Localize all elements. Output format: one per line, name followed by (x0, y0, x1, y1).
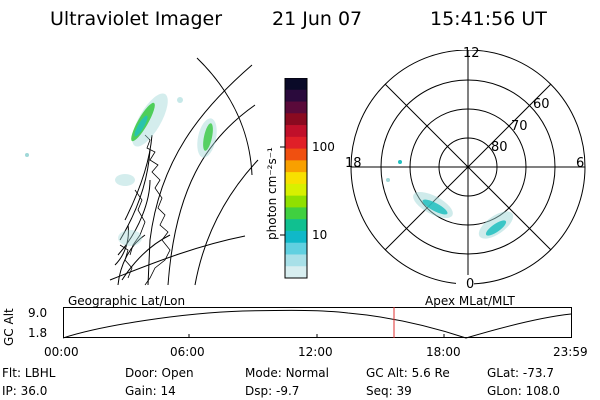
colorbar-swatch (285, 125, 307, 138)
colorbar-swatch (285, 254, 307, 267)
time-tick-0600: 06:00 (170, 345, 205, 359)
colorbar-swatch (285, 136, 307, 150)
altitude-tick-top: 9.0 (28, 306, 48, 320)
info-glon: GLon: 108.0 (487, 384, 560, 398)
colorbar-swatch (285, 266, 307, 279)
polar-aurora (386, 160, 514, 239)
info-ip: IP: 36.0 (2, 384, 48, 398)
colorbar-swatch (285, 183, 307, 197)
info-dsp: Dsp: -9.7 (245, 384, 300, 398)
lat-label-70: 70 (511, 119, 528, 134)
colorbar-swatch (285, 242, 307, 255)
mlt-label-18: 18 (345, 156, 362, 171)
info-gc-alt: GC Alt: 5.6 Re (366, 366, 450, 380)
info-seq: Seq: 39 (366, 384, 412, 398)
time-tick-2359: 23:59 (553, 345, 588, 359)
mlt-label-6: 6 (576, 156, 585, 171)
colorbar-swatch (285, 160, 307, 173)
colorbar-swatch (285, 219, 307, 232)
label-backdrop (456, 275, 474, 289)
colorbar-swatch (285, 230, 307, 244)
altitude-tick-bottom: 1.8 (28, 326, 48, 340)
lat-label-60: 60 (533, 97, 550, 112)
colorbar-units: photon cm⁻²s⁻¹ (265, 147, 279, 240)
aurora-emission (25, 93, 217, 246)
altitude-plot (63, 307, 572, 339)
altitude-frame (63, 307, 572, 338)
instrument-title: Ultraviolet Imager (50, 8, 223, 30)
colorbar-swatch (285, 207, 307, 220)
info-mode: Mode: Normal (245, 366, 329, 380)
info-gain: Gain: 14 (125, 384, 176, 398)
geographic-globe-view (25, 57, 259, 286)
aurora-speck (177, 97, 183, 103)
time-tick-1800: 18:00 (426, 345, 461, 359)
coastline (119, 134, 171, 286)
colorbar-swatch (285, 78, 307, 91)
time-tick-1200: 12:00 (298, 345, 333, 359)
aurora-oval-dawn (485, 220, 507, 236)
colorbar-frame (284, 78, 308, 279)
aurora-arc-east (203, 123, 213, 151)
info-door: Door: Open (125, 366, 194, 380)
aurora-speck (398, 160, 402, 164)
polar-grid (350, 50, 586, 285)
colorbar-swatch (285, 113, 307, 126)
colorbar (280, 78, 308, 279)
aurora-speck (386, 178, 390, 182)
altitude-curve (63, 309, 572, 339)
observation-date: 21 Jun 07 (272, 8, 363, 30)
altitude-right-title: Apex MLat/MLT (425, 294, 515, 308)
lat-label-80: 80 (491, 140, 508, 155)
meridian-diag-2 (384, 83, 552, 251)
aurora-arc-north-core (134, 115, 148, 137)
aurora-oval-dusk (422, 199, 448, 215)
colorbar-swatch (285, 172, 307, 185)
polar-mlt-plot (350, 50, 586, 289)
altitude-axis-label: GC Alt (2, 308, 16, 346)
mlt-label-0: 0 (466, 277, 475, 292)
observation-time: 15:41:56 UT (430, 8, 547, 30)
time-tick-0000: 00:00 (44, 345, 79, 359)
colorbar-label-10: 10 (312, 228, 328, 242)
aurora-patch-lower (118, 230, 142, 246)
aurora-speck (25, 153, 29, 157)
colorbar-swatch (285, 89, 307, 103)
info-filter: Flt: LBHL (2, 366, 56, 380)
info-glat: GLat: -73.7 (487, 366, 554, 380)
aurora-patch-mid (115, 174, 135, 186)
colorbar-swatch (285, 195, 307, 208)
colorbar-swatch (285, 101, 307, 114)
colorbar-gradient (285, 78, 307, 279)
aurora-arc-north-pale (132, 93, 168, 147)
colorbar-swatch (285, 148, 307, 161)
globe-grid (109, 57, 259, 286)
altitude-left-title: Geographic Lat/Lon (68, 294, 186, 308)
mlt-label-12: 12 (463, 46, 480, 61)
colorbar-label-100: 100 (312, 140, 335, 154)
